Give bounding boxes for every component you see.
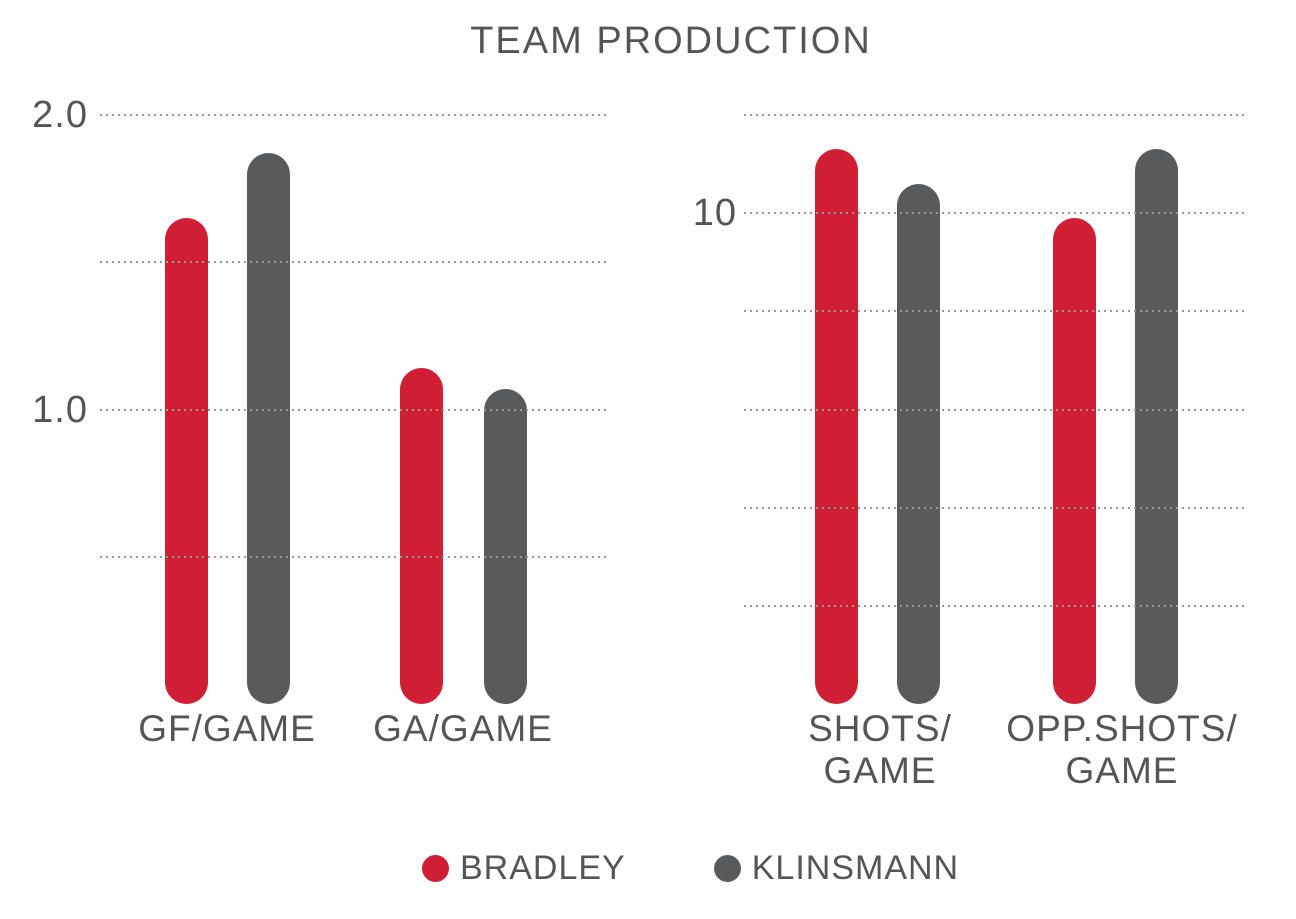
- x-axis-category-label: GF/GAME: [67, 708, 387, 750]
- legend-dot-klinsmann: [713, 855, 741, 882]
- gridline: [100, 555, 607, 558]
- gridline: [744, 604, 1244, 607]
- legend-dot-bradley: [422, 855, 449, 882]
- gridline: [744, 408, 1244, 411]
- bar-klinsmann-opp-shots-game: [1135, 149, 1178, 704]
- x-axis-category-line: GF/GAME: [138, 708, 316, 749]
- x-axis-category-label: SHOTS/GAME: [720, 708, 1040, 792]
- x-axis-category-label: OPP.SHOTS/GAME: [962, 708, 1282, 792]
- bar-klinsmann-shots-game: [897, 183, 940, 704]
- legend-label-bradley: BRADLEY: [460, 849, 626, 887]
- bar-bradley-opp-shots-game: [1053, 218, 1096, 704]
- gridline: [100, 408, 607, 411]
- gridline: [744, 310, 1244, 313]
- legend-item-klinsmann: KLINSMANN: [713, 849, 960, 888]
- bar-bradley-shots-game: [815, 149, 858, 704]
- bar-klinsmann-ga-game: [484, 388, 527, 704]
- chart-title: TEAM PRODUCTION: [470, 20, 872, 62]
- legend-label-klinsmann: KLINSMANN: [751, 849, 960, 887]
- y-axis-tick-label: 2.0: [32, 94, 88, 136]
- gridline: [744, 114, 1244, 116]
- bar-bradley-gf-game: [165, 218, 208, 704]
- bar-klinsmann-gf-game: [247, 153, 290, 704]
- legend-item-bradley: BRADLEY: [422, 849, 626, 888]
- y-axis-tick-label: 10: [692, 192, 737, 235]
- gridline: [100, 261, 607, 264]
- x-axis-category-line: GA/GAME: [373, 708, 553, 749]
- y-axis-tick-label: 1.0: [32, 388, 88, 431]
- x-axis-category-label: GA/GAME: [303, 708, 623, 750]
- x-axis-category-line: GAME: [823, 750, 937, 791]
- legend: BRADLEY KLINSMANN: [422, 849, 959, 888]
- gridline: [100, 114, 607, 116]
- bar-bradley-ga-game: [400, 368, 443, 704]
- x-axis-category-line: SHOTS/: [808, 708, 952, 749]
- x-axis-category-line: OPP.SHOTS/: [1006, 708, 1238, 749]
- x-axis-category-line: GAME: [1065, 750, 1179, 791]
- gridline: [744, 506, 1244, 509]
- gridline: [744, 212, 1244, 215]
